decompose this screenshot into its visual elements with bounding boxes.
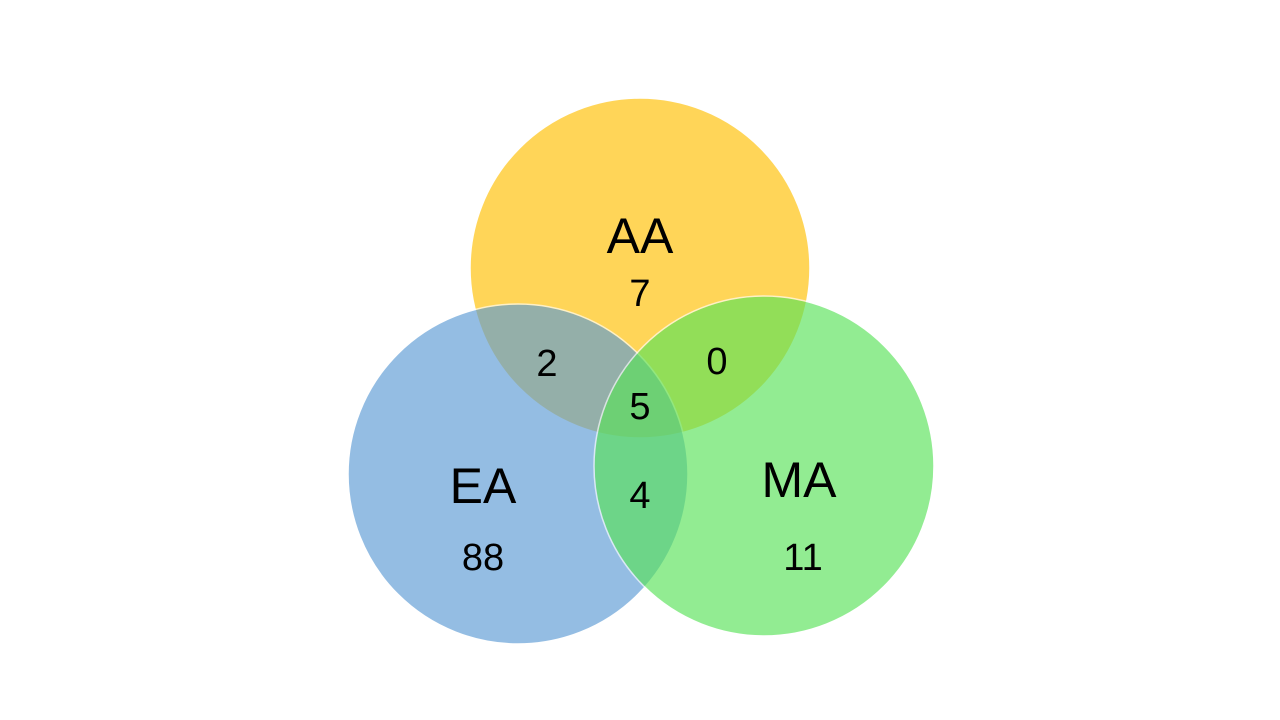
set-label-ma: MA bbox=[762, 452, 838, 508]
count-ea-only: 88 bbox=[462, 537, 504, 579]
set-circle-ma bbox=[593, 295, 935, 637]
set-label-ea: EA bbox=[450, 458, 517, 514]
count-aa-ma: 0 bbox=[706, 341, 727, 383]
count-aa-only: 7 bbox=[629, 273, 650, 315]
count-ea-ma: 4 bbox=[629, 475, 650, 517]
set-label-aa: AA bbox=[607, 208, 674, 264]
count-aa-ea: 2 bbox=[536, 343, 557, 385]
count-aa-ea-ma: 5 bbox=[629, 386, 650, 428]
count-ma-only: 11 bbox=[783, 537, 822, 579]
